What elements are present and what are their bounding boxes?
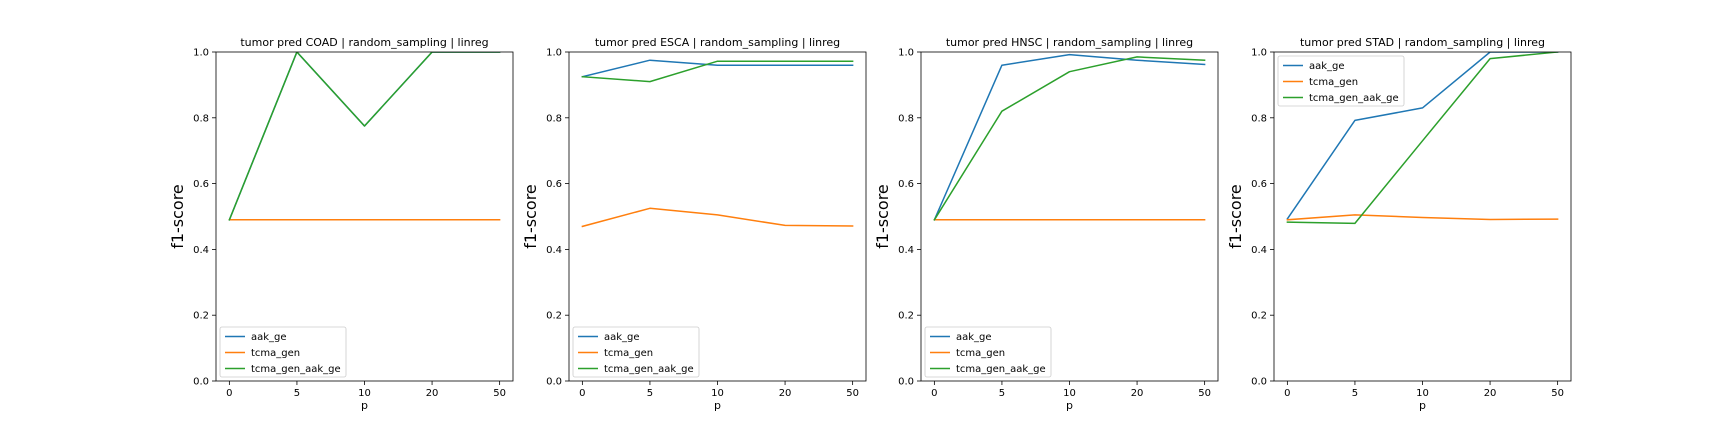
chart-panel-1: tumor pred COAD | random_sampling | linr… — [168, 36, 514, 412]
x-tick-label: 5 — [1352, 388, 1358, 399]
legend-entry-label: tcma_gen_aak_ge — [604, 364, 694, 375]
x-tick-label: 50 — [846, 388, 859, 399]
y-tick-label: 0.4 — [898, 245, 914, 256]
plot-frame — [1273, 51, 1572, 382]
y-tick-label: 0.4 — [193, 245, 209, 256]
legend-entry-label: tcma_gen — [1309, 77, 1358, 88]
y-tick-label: 0.6 — [898, 179, 914, 190]
chart-title: tumor pred COAD | random_sampling | linr… — [240, 36, 488, 49]
legend: aak_ge tcma_gen tcma_gen_aak_ge — [572, 326, 700, 378]
y-tick-label: 0.2 — [1251, 311, 1267, 322]
series-line-tcma_gen_aak_ge — [581, 60, 854, 83]
y-tick-label: 0.8 — [898, 113, 914, 124]
y-tick-label: 0.2 — [193, 311, 209, 322]
x-tick-label: 5 — [647, 388, 653, 399]
chart-panel-3: tumor pred HNSC | random_sampling | linr… — [873, 36, 1219, 412]
legend-entry-label: aak_ge — [604, 332, 640, 343]
y-tick-label: 1.0 — [546, 48, 562, 59]
y-tick-label: 0.8 — [193, 113, 209, 124]
series-group — [228, 52, 501, 221]
y-tick-label: 0.0 — [546, 377, 562, 388]
x-axis-label: p — [714, 399, 721, 412]
y-tick-label: 0.4 — [1251, 245, 1267, 256]
legend: aak_ge tcma_gen tcma_gen_aak_ge — [219, 326, 347, 378]
x-axis-label: p — [1419, 399, 1426, 412]
series-line-tcma_gen_aak_ge — [228, 52, 501, 221]
legend-box — [924, 326, 1052, 378]
y-tick-label: 1.0 — [898, 48, 914, 59]
x-tick-label: 0 — [1284, 388, 1290, 399]
y-tick-label: 0.6 — [546, 179, 562, 190]
legend-entry-label: tcma_gen_aak_ge — [251, 364, 341, 375]
plot-frame — [920, 51, 1219, 382]
y-tick-label: 0.8 — [1251, 113, 1267, 124]
y-axis-label: f1-score — [168, 184, 187, 249]
x-tick-label: 0 — [226, 388, 232, 399]
legend-entry-label: tcma_gen_aak_ge — [956, 364, 1046, 375]
chart-title: tumor pred STAD | random_sampling | linr… — [1300, 36, 1545, 49]
legend-entry-label: tcma_gen — [251, 348, 300, 359]
chart-panel-2: tumor pred ESCA | random_sampling | linr… — [521, 36, 867, 412]
legend-entry-label: tcma_gen — [604, 348, 653, 359]
x-tick-label: 50 — [1551, 388, 1564, 399]
legend-box — [219, 326, 347, 378]
x-tick-label: 5 — [999, 388, 1005, 399]
y-tick-label: 1.0 — [1251, 48, 1267, 59]
y-tick-label: 0.0 — [898, 377, 914, 388]
x-tick-label: 20 — [779, 388, 792, 399]
legend-box — [1277, 55, 1405, 107]
x-tick-label: 0 — [579, 388, 585, 399]
series-group — [581, 59, 854, 228]
legend-box — [572, 326, 700, 378]
x-tick-label: 50 — [1198, 388, 1211, 399]
x-tick-label: 20 — [426, 388, 439, 399]
series-line-aak_ge — [933, 53, 1206, 221]
series-line-tcma_gen_aak_ge — [933, 56, 1206, 221]
x-axis-label: p — [361, 399, 368, 412]
legend: aak_ge tcma_gen tcma_gen_aak_ge — [1277, 55, 1405, 107]
x-tick-label: 20 — [1131, 388, 1144, 399]
series-line-tcma_gen_aak_ge — [1286, 52, 1559, 225]
series-group — [1286, 52, 1559, 225]
legend-entry-label: aak_ge — [956, 332, 992, 343]
y-axis-label: f1-score — [1226, 184, 1245, 249]
chart-panel-4: tumor pred STAD | random_sampling | linr… — [1226, 36, 1572, 412]
y-tick-label: 0.0 — [1251, 377, 1267, 388]
series-line-tcma_gen — [1286, 214, 1559, 221]
series-line-aak_ge — [581, 59, 854, 78]
x-tick-label: 20 — [1484, 388, 1497, 399]
y-axis-label: f1-score — [873, 184, 892, 249]
x-tick-label: 50 — [493, 388, 506, 399]
x-axis-label: p — [1066, 399, 1073, 412]
legend-entry-label: aak_ge — [251, 332, 287, 343]
x-tick-label: 0 — [931, 388, 937, 399]
x-tick-label: 10 — [1416, 388, 1429, 399]
y-tick-label: 1.0 — [193, 48, 209, 59]
y-tick-label: 0.8 — [546, 113, 562, 124]
y-tick-label: 0.2 — [898, 311, 914, 322]
x-tick-label: 10 — [358, 388, 371, 399]
y-tick-label: 0.4 — [546, 245, 562, 256]
series-line-aak_ge — [228, 52, 501, 221]
legend-entry-label: aak_ge — [1309, 61, 1345, 72]
plot-frame — [215, 51, 514, 382]
y-tick-label: 0.2 — [546, 311, 562, 322]
chart-title: tumor pred ESCA | random_sampling | linr… — [595, 36, 840, 49]
x-tick-label: 10 — [711, 388, 724, 399]
y-axis-label: f1-score — [521, 184, 540, 249]
legend-entry-label: tcma_gen_aak_ge — [1309, 93, 1399, 104]
chart-title: tumor pred HNSC | random_sampling | linr… — [946, 36, 1193, 49]
x-tick-label: 5 — [294, 388, 300, 399]
series-line-aak_ge — [1286, 52, 1559, 220]
legend-entry-label: tcma_gen — [956, 348, 1005, 359]
plot-frame — [568, 51, 867, 382]
y-tick-label: 0.6 — [193, 179, 209, 190]
series-line-tcma_gen — [581, 207, 854, 228]
y-tick-label: 0.6 — [1251, 179, 1267, 190]
legend: aak_ge tcma_gen tcma_gen_aak_ge — [924, 326, 1052, 378]
y-tick-label: 0.0 — [193, 377, 209, 388]
series-group — [933, 53, 1206, 221]
x-tick-label: 10 — [1063, 388, 1076, 399]
